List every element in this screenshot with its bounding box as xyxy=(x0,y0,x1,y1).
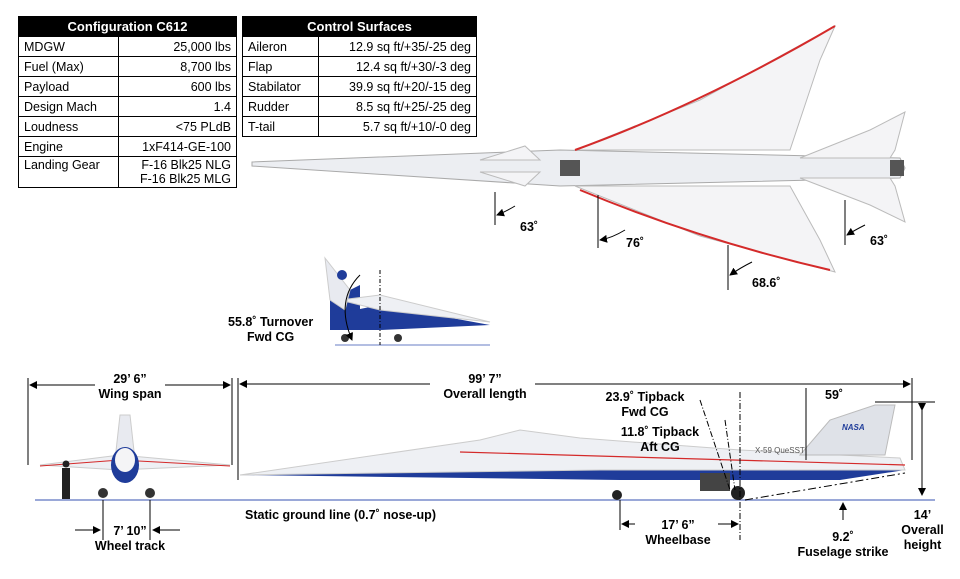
row-value: F-16 Blk25 NLG F-16 Blk25 MLG xyxy=(118,156,237,188)
track-text: Wheel track xyxy=(94,539,166,553)
wheelbase-value: 17’ 6” xyxy=(661,518,695,532)
turnover-line1: 55.8˚ Turnover xyxy=(228,315,314,329)
row-label: T-tail xyxy=(242,116,319,137)
table-row: Flap 12.4 sq ft/+30/-3 deg xyxy=(242,56,478,77)
table-row: MDGW 25,000 lbs xyxy=(17,36,237,57)
side-view-aircraft xyxy=(237,378,935,540)
length-value: 99’ 7” xyxy=(468,372,502,386)
tipback-aft-2: Aft CG xyxy=(640,440,680,454)
height-value: 14’ xyxy=(913,508,932,522)
nlg-value: F-16 Blk25 NLG xyxy=(141,158,231,172)
span-text: Wing span xyxy=(98,387,162,401)
table-row: T-tail 5.7 sq ft/+10/-0 deg xyxy=(242,116,478,137)
overall-height-label: 14’ Overall height xyxy=(895,508,950,553)
control-surfaces-table: Control Surfaces Aileron 12.9 sq ft/+35/-… xyxy=(242,16,478,137)
overall-length-label: 99’ 7” Overall length xyxy=(435,372,535,402)
control-surfaces-title: Control Surfaces xyxy=(242,16,477,37)
top-wing-upper-edge xyxy=(574,25,836,151)
top-tail-upper xyxy=(799,111,906,159)
row-value: 5.7 sq ft/+10/-0 deg xyxy=(317,116,478,137)
row-label: Payload xyxy=(17,76,120,97)
angle-wing-outer-label: 68.6˚ xyxy=(752,276,781,290)
row-label: MDGW xyxy=(17,36,120,57)
configuration-table: Configuration C612 MDGW 25,000 lbs Fuel (… xyxy=(17,16,237,188)
table-row: Loudness <75 PLdB xyxy=(17,116,237,137)
fuselage-strike-label: 9.2˚ Fuselage strike xyxy=(793,530,893,560)
wheel-track-label: 7’ 10” Wheel track xyxy=(85,524,175,554)
row-value: 12.4 sq ft/+30/-3 deg xyxy=(317,56,478,77)
top-view-aircraft xyxy=(251,24,906,290)
table-row: Landing Gear F-16 Blk25 NLG F-16 Blk25 MLG xyxy=(17,156,237,188)
row-label: Stabilator xyxy=(242,76,319,97)
top-wing-upper xyxy=(574,24,837,151)
row-label: Flap xyxy=(242,56,319,77)
tipback-fwd-1: 23.9˚ Tipback xyxy=(605,390,685,404)
wing-span-label: 29’ 6” Wing span xyxy=(95,372,165,402)
top-tail-lower xyxy=(799,177,906,223)
height-text1: Overall xyxy=(901,523,944,537)
ground-line-label: Static ground line (0.7˚ nose-up) xyxy=(245,508,436,522)
wheelbase-text: Wheelbase xyxy=(645,533,711,547)
row-label: Landing Gear xyxy=(17,156,120,188)
row-label: Loudness xyxy=(17,116,120,137)
height-text2: height xyxy=(903,538,942,552)
aircraft-marking: X-59 QueSST xyxy=(755,446,805,455)
tail-angle-label: 59˚ xyxy=(825,388,844,402)
length-text: Overall length xyxy=(443,387,527,401)
track-value: 7’ 10” xyxy=(113,524,147,538)
tipback-aft-1: 11.8˚ Tipback xyxy=(620,425,700,439)
span-value: 29’ 6” xyxy=(113,372,147,386)
table-row: Stabilator 39.9 sq ft/+20/-15 deg xyxy=(242,76,478,97)
top-wing-lower xyxy=(574,185,836,273)
turnover-label: 55.8˚ Turnover Fwd CG xyxy=(228,315,313,345)
row-label: Design Mach xyxy=(17,96,120,117)
person-silhouette-icon xyxy=(62,460,70,500)
angle-tail-label: 63˚ xyxy=(870,234,889,248)
tipback-fwd-label: 23.9˚ Tipback Fwd CG xyxy=(600,390,690,420)
table-row: Design Mach 1.4 xyxy=(17,96,237,117)
turnover-front-view xyxy=(324,256,491,346)
configuration-title: Configuration C612 xyxy=(18,16,237,37)
top-wing-lower-edge xyxy=(579,189,831,271)
wheelbase-label: 17’ 6” Wheelbase xyxy=(638,518,718,548)
tipback-aft-label: 11.8˚ Tipback Aft CG xyxy=(615,425,705,455)
nasa-logo: NASA xyxy=(842,423,865,432)
top-canard-lower xyxy=(479,171,542,187)
turnover-line2: Fwd CG xyxy=(247,330,295,344)
tipback-fwd-2: Fwd CG xyxy=(621,405,669,419)
strike-text: Fuselage strike xyxy=(797,545,889,559)
table-row: Aileron 12.9 sq ft/+35/-25 deg xyxy=(242,36,478,57)
strike-value: 9.2˚ xyxy=(832,530,854,544)
front-view-aircraft xyxy=(27,378,935,540)
mlg-value: F-16 Blk25 MLG xyxy=(139,172,231,186)
row-value: 12.9 sq ft/+35/-25 deg xyxy=(317,36,478,57)
top-canard xyxy=(479,145,542,161)
table-row: Engine 1xF414-GE-100 xyxy=(17,136,237,157)
angle-wing-inner-label: 76˚ xyxy=(626,236,645,250)
angle-canard-label: 63˚ xyxy=(520,220,539,234)
